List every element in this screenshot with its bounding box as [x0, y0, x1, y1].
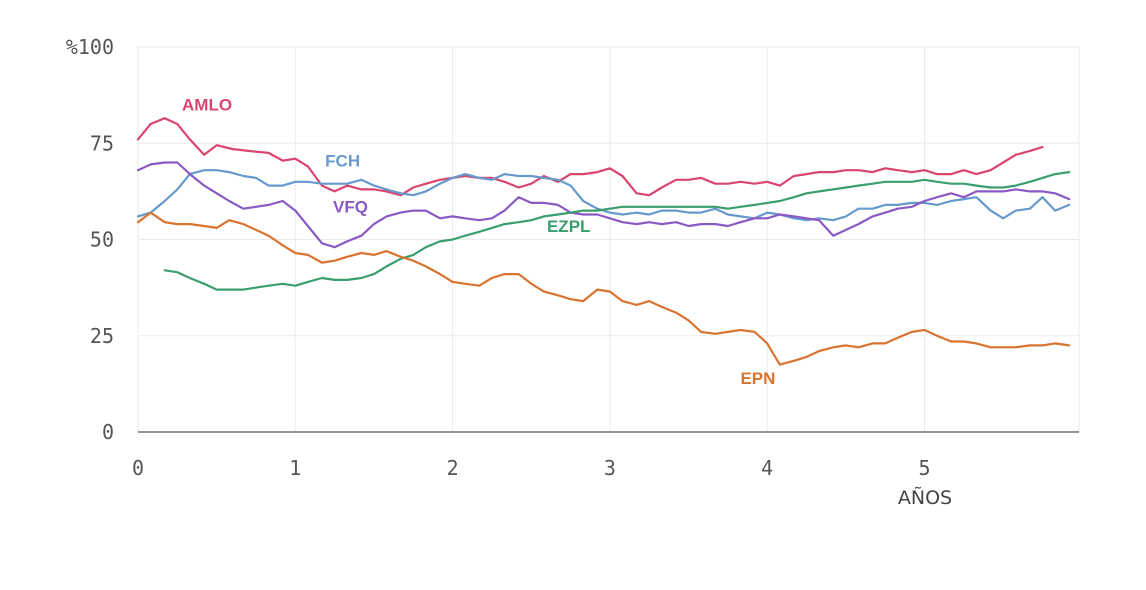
x-tick-label: 0	[132, 456, 144, 480]
series-label-ezpl: EZPL	[547, 217, 590, 236]
series-label-epn: EPN	[740, 369, 775, 388]
series-line-fch	[136, 169, 1071, 222]
y-tick-label: 50	[90, 228, 114, 252]
x-tick-label: 2	[447, 456, 459, 480]
x-tick-label: 3	[604, 456, 616, 480]
series-line-ezpl	[163, 171, 1071, 291]
series-line-vfq	[136, 161, 1071, 249]
x-axis-title: AÑOS	[898, 486, 952, 509]
series-labels: AMLO FCH VFQ EZPL EPN	[182, 96, 775, 388]
x-tick-label: 4	[761, 456, 773, 480]
y-tick-label: 0	[102, 420, 114, 444]
series-line-epn	[136, 211, 1071, 366]
y-tick-label: 75	[90, 131, 114, 155]
series-label-vfq: VFQ	[333, 198, 368, 217]
grid	[137, 46, 1080, 432]
series-line-amlo	[136, 117, 1044, 197]
tick-labels: 0 25 50 75 %100 0 1 2 3 4 5	[66, 35, 931, 480]
y-tick-label: 25	[90, 324, 114, 348]
series-lines	[136, 117, 1071, 366]
y-tick-label: %100	[66, 35, 114, 59]
x-tick-label: 5	[918, 456, 930, 480]
series-label-amlo: AMLO	[182, 96, 232, 115]
x-tick-label: 1	[289, 456, 301, 480]
series-label-fch: FCH	[325, 151, 360, 170]
